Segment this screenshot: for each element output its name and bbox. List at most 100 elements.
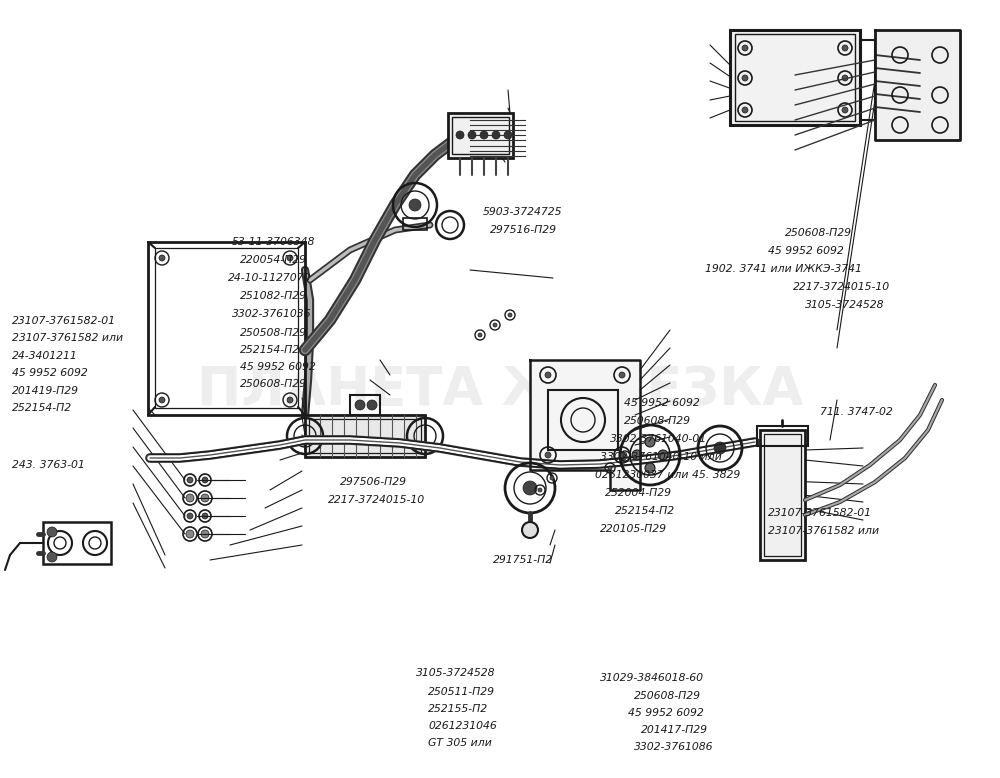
Text: 243. 3763-01: 243. 3763-01 <box>12 461 85 470</box>
Circle shape <box>287 397 293 403</box>
Text: 250511-П29: 250511-П29 <box>428 687 495 696</box>
Circle shape <box>47 552 57 562</box>
Bar <box>448 113 513 158</box>
Text: 3302-3761040-01: 3302-3761040-01 <box>610 434 707 443</box>
Circle shape <box>538 488 542 492</box>
Circle shape <box>714 442 726 454</box>
Text: 3105-3724528: 3105-3724528 <box>416 668 496 678</box>
Circle shape <box>468 131 476 139</box>
Text: 3302-3761040-10 или: 3302-3761040-10 или <box>600 452 722 461</box>
Text: 711. 3747-02: 711. 3747-02 <box>820 408 893 417</box>
Text: 0261231046: 0261231046 <box>428 721 497 731</box>
Polygon shape <box>875 30 960 140</box>
Circle shape <box>287 255 293 261</box>
Bar <box>860 40 875 120</box>
Circle shape <box>187 513 193 519</box>
Text: 250608-П29: 250608-П29 <box>785 229 852 238</box>
Circle shape <box>545 452 551 458</box>
Text: 23107-3761582-01: 23107-3761582-01 <box>768 509 872 518</box>
Text: 2217-3724015-10: 2217-3724015-10 <box>328 496 425 505</box>
Text: 3105-3724528: 3105-3724528 <box>805 300 885 310</box>
Circle shape <box>355 400 365 410</box>
Text: 250608-П29: 250608-П29 <box>240 380 307 389</box>
Circle shape <box>159 255 165 261</box>
Text: 250608-П29: 250608-П29 <box>624 416 691 426</box>
Circle shape <box>742 45 748 51</box>
Circle shape <box>619 372 625 378</box>
Bar <box>403 218 427 230</box>
Text: 201419-П29: 201419-П29 <box>12 386 79 395</box>
Text: 291751-П2: 291751-П2 <box>493 555 553 565</box>
Text: 252155-П2: 252155-П2 <box>428 704 488 713</box>
Bar <box>757 426 808 446</box>
Text: 250608-П29: 250608-П29 <box>634 691 701 700</box>
Circle shape <box>623 454 627 458</box>
Circle shape <box>201 494 209 502</box>
Text: 23107-3761582-01: 23107-3761582-01 <box>12 316 116 325</box>
Circle shape <box>550 476 554 480</box>
Circle shape <box>523 481 537 495</box>
Text: 45 9952 6092: 45 9952 6092 <box>12 369 88 378</box>
Text: 297506-П29: 297506-П29 <box>340 477 407 486</box>
Text: 24-3401211: 24-3401211 <box>12 352 78 361</box>
Text: ПЛАНЕТА ЖЕЛЕЗКА: ПЛАНЕТА ЖЕЛЕЗКА <box>197 364 803 416</box>
Circle shape <box>632 450 642 460</box>
Text: 3302-3761086: 3302-3761086 <box>634 742 714 752</box>
Text: 0261230037 или 45. 3829: 0261230037 или 45. 3829 <box>595 470 740 479</box>
Circle shape <box>504 131 512 139</box>
Circle shape <box>842 75 848 81</box>
Circle shape <box>492 131 500 139</box>
Bar <box>350 395 380 415</box>
Text: 3302-3761036: 3302-3761036 <box>232 310 312 319</box>
Text: 23107-3761582 или: 23107-3761582 или <box>12 333 123 342</box>
Text: 250508-П29: 250508-П29 <box>240 328 307 338</box>
Bar <box>760 430 805 560</box>
Text: 252154-П2: 252154-П2 <box>12 403 72 412</box>
Bar <box>43 522 111 564</box>
Text: 201417-П29: 201417-П29 <box>641 725 708 734</box>
Circle shape <box>159 397 165 403</box>
Circle shape <box>522 522 538 538</box>
Text: 23107-3761582 или: 23107-3761582 или <box>768 527 879 536</box>
Circle shape <box>658 450 668 460</box>
Circle shape <box>480 131 488 139</box>
Text: 252004-П29: 252004-П29 <box>605 489 672 498</box>
Circle shape <box>742 75 748 81</box>
Circle shape <box>842 107 848 113</box>
Circle shape <box>478 333 482 337</box>
Text: 297516-П29: 297516-П29 <box>490 226 557 235</box>
Bar <box>452 117 509 154</box>
Bar <box>155 248 298 408</box>
Circle shape <box>47 527 57 537</box>
Circle shape <box>367 400 377 410</box>
Bar <box>730 30 860 125</box>
Text: GT 305 или: GT 305 или <box>428 738 492 748</box>
Circle shape <box>456 131 464 139</box>
Circle shape <box>645 463 655 473</box>
Text: 45 9952 6092: 45 9952 6092 <box>240 363 316 372</box>
Circle shape <box>742 107 748 113</box>
Text: 24-10-1127070: 24-10-1127070 <box>228 273 311 282</box>
Circle shape <box>619 452 625 458</box>
Text: 45 9952 6092: 45 9952 6092 <box>768 247 844 256</box>
Bar <box>305 415 425 457</box>
Circle shape <box>842 45 848 51</box>
Text: 220105-П29: 220105-П29 <box>600 524 667 534</box>
Bar <box>548 390 618 450</box>
Circle shape <box>508 313 512 317</box>
Circle shape <box>645 437 655 447</box>
Text: 1902. 3741 или ИЖКЭ-3741: 1902. 3741 или ИЖКЭ-3741 <box>705 265 862 274</box>
Text: 53-11-3706348: 53-11-3706348 <box>232 237 315 247</box>
Circle shape <box>202 477 208 483</box>
Text: 2217-3724015-10: 2217-3724015-10 <box>793 282 890 292</box>
Text: 252154-П2: 252154-П2 <box>240 345 300 355</box>
Text: 220054-П29: 220054-П29 <box>240 255 307 265</box>
Text: 251082-П29: 251082-П29 <box>240 291 307 300</box>
Bar <box>764 434 801 556</box>
Circle shape <box>186 494 194 502</box>
Text: 45 9952 6092: 45 9952 6092 <box>628 708 704 717</box>
Bar <box>309 419 421 453</box>
Bar <box>148 242 305 415</box>
Circle shape <box>608 466 612 470</box>
Bar <box>735 34 855 121</box>
